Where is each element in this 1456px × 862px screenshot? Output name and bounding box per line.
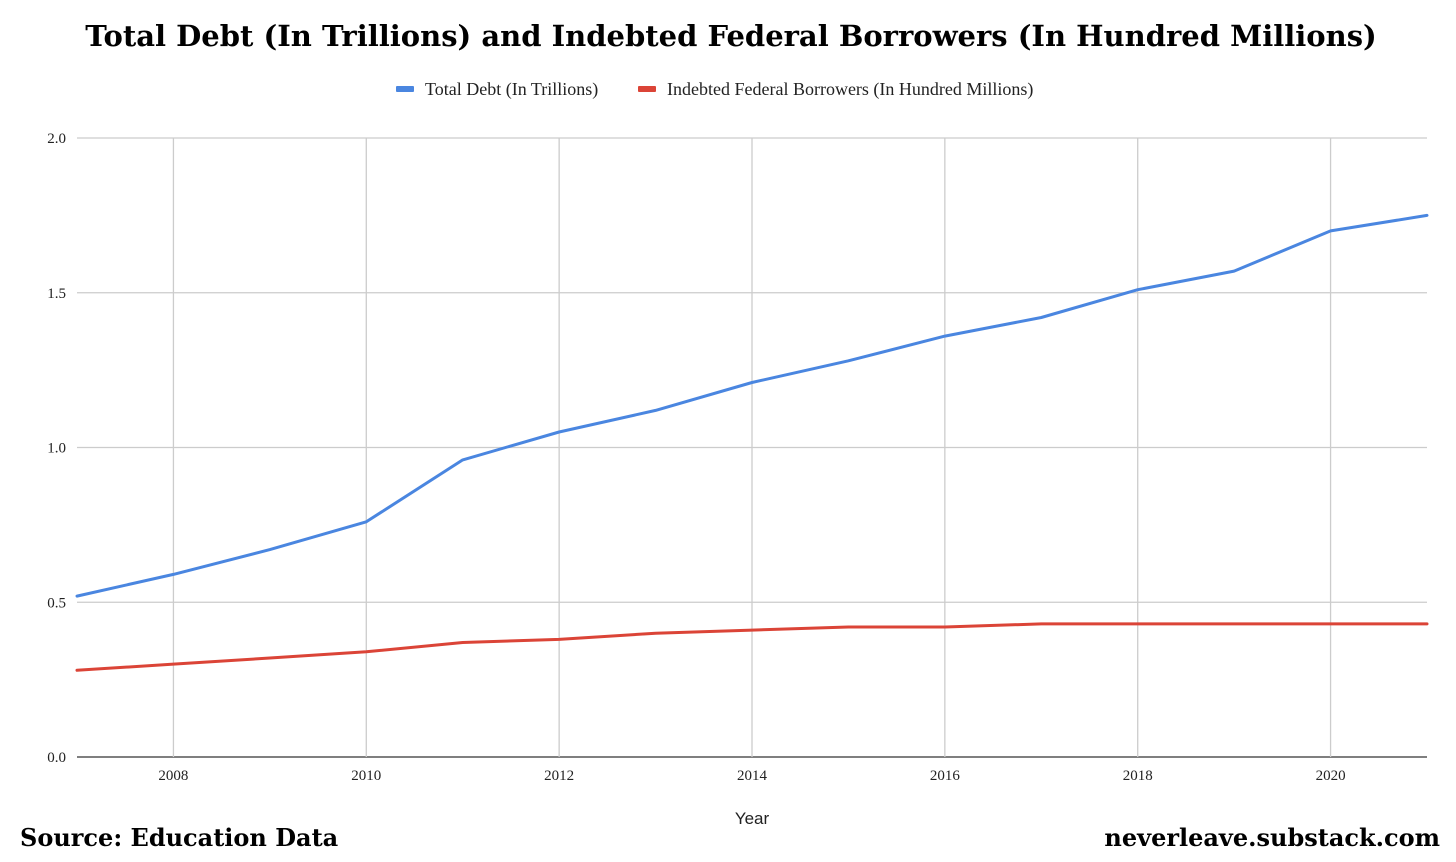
x-tick-label: 2008 — [158, 768, 188, 784]
y-tick-label: 1.0 — [47, 441, 66, 457]
series — [75, 213, 1429, 672]
x-tick-label: 2010 — [351, 768, 381, 784]
legend-label-total-debt: Total Debt (In Trillions) — [425, 79, 598, 100]
x-tick-label: 2014 — [737, 768, 768, 784]
x-tick-label: 2016 — [930, 768, 961, 784]
y-tick-label: 0.0 — [47, 750, 66, 766]
legend-label-borrowers: Indebted Federal Borrowers (In Hundred M… — [667, 79, 1033, 100]
series-line-borrowers — [75, 622, 1429, 672]
grid — [77, 137, 1427, 758]
source-credit: Source: Education Data — [20, 823, 338, 852]
x-tick-label: 2018 — [1123, 768, 1153, 784]
series-line-total-debt — [75, 213, 1429, 598]
x-axis-ticks: 2008 2010 2012 2014 2016 2018 2020 — [158, 768, 1345, 784]
y-tick-label: 1.5 — [47, 286, 66, 302]
legend-swatch-total-debt — [396, 86, 414, 92]
legend-item-borrowers: Indebted Federal Borrowers (In Hundred M… — [638, 79, 1033, 100]
site-credit: neverleave.substack.com — [1104, 823, 1440, 852]
y-tick-label: 0.5 — [47, 595, 66, 611]
legend: Total Debt (In Trillions) Indebted Feder… — [396, 79, 1033, 100]
chart-title: Total Debt (In Trillions) and Indebted F… — [85, 19, 1377, 53]
x-tick-label: 2020 — [1316, 768, 1346, 784]
y-axis-ticks: 0.0 0.5 1.0 1.5 2.0 — [47, 131, 66, 766]
legend-swatch-borrowers — [638, 86, 656, 92]
y-tick-label: 2.0 — [47, 131, 66, 147]
x-tick-label: 2012 — [544, 768, 574, 784]
x-axis-label: Year — [735, 809, 770, 828]
legend-item-total-debt: Total Debt (In Trillions) — [396, 79, 598, 100]
